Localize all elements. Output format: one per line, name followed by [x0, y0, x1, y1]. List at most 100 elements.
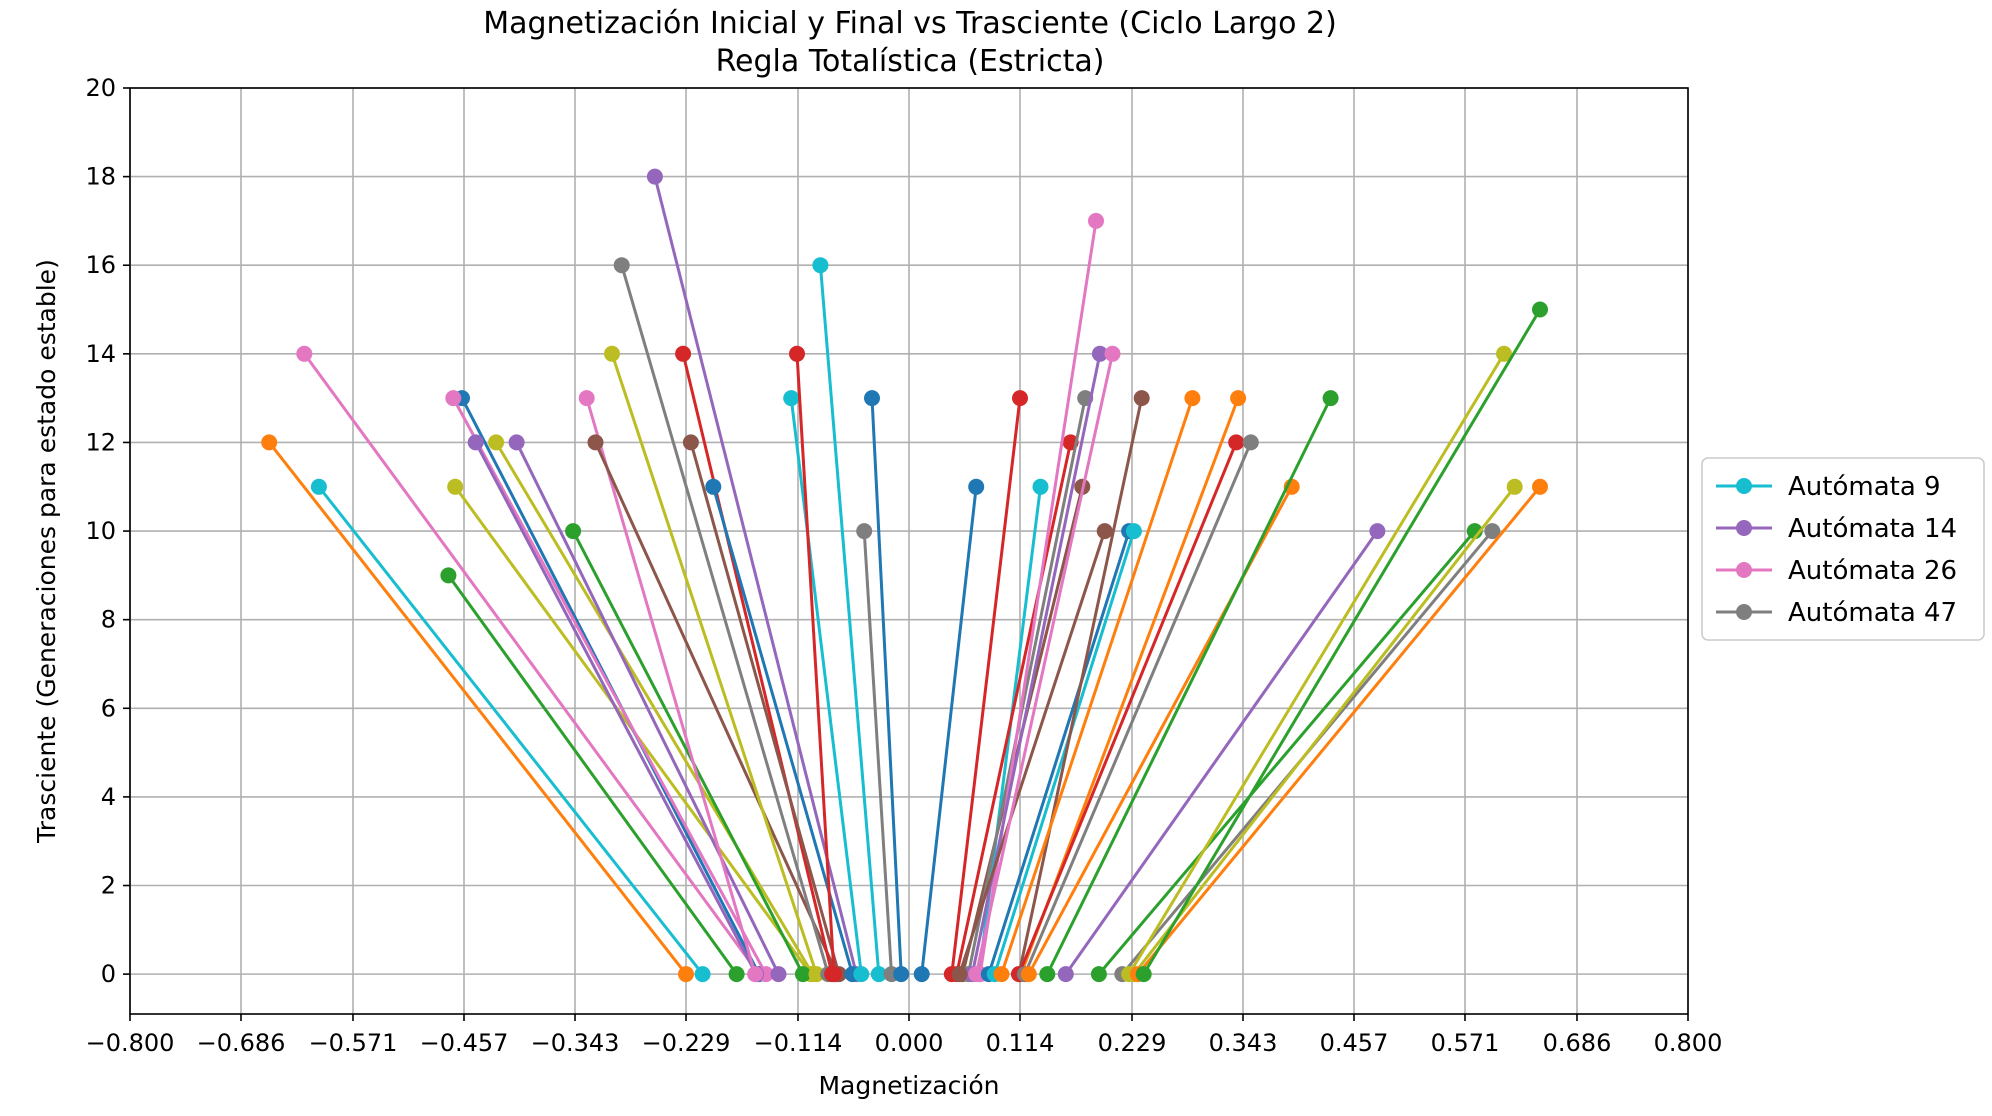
- series-line: [1000, 397, 1194, 975]
- series-line: [955, 442, 1073, 975]
- series-line: [451, 397, 768, 975]
- y-tick-label: 20: [85, 74, 116, 102]
- series-line: [571, 530, 805, 975]
- legend-marker: [1736, 478, 1752, 494]
- x-axis-label: Magnetización: [818, 1071, 999, 1100]
- series-line: [303, 352, 761, 975]
- x-tick-label: 0.571: [1431, 1029, 1500, 1057]
- data-point: [808, 966, 825, 983]
- legend-marker: [1736, 562, 1752, 578]
- data-point: [870, 966, 887, 983]
- series-line: [268, 441, 688, 976]
- series-line: [987, 530, 1131, 975]
- data-point: [1020, 966, 1037, 983]
- data-point: [856, 523, 873, 540]
- x-tick-label: 0.000: [875, 1029, 944, 1057]
- series-line: [818, 265, 881, 975]
- series-line: [795, 353, 836, 975]
- series-line: [1142, 308, 1542, 975]
- data-point: [783, 390, 800, 407]
- chart-subtitle: Regla Totalística (Estricta): [716, 44, 1105, 79]
- data-point: [770, 966, 787, 983]
- data-point: [705, 478, 722, 495]
- y-axis-label: Trasciente (Generaciones para estado est…: [32, 259, 61, 844]
- data-point: [440, 567, 457, 584]
- data-point: [1484, 523, 1501, 540]
- legend-item: Autómata 26: [1716, 556, 1957, 586]
- data-point: [1242, 434, 1259, 451]
- series: [812, 257, 887, 983]
- data-point: [467, 434, 484, 451]
- series-line: [1017, 397, 1144, 975]
- data-point: [1125, 523, 1142, 540]
- series: [1039, 390, 1339, 983]
- data-point: [1322, 390, 1339, 407]
- y-tick-label: 6: [101, 694, 116, 722]
- data-point: [296, 345, 313, 362]
- data-point: [678, 966, 694, 983]
- y-tick-label: 4: [101, 783, 116, 811]
- series-line: [958, 530, 1107, 975]
- series-line: [1097, 530, 1476, 976]
- x-tick-label: −0.114: [754, 1029, 843, 1057]
- series-line: [494, 441, 814, 975]
- series-line: [474, 441, 758, 975]
- chart-title: Magnetización Inicial y Final vs Trascie…: [483, 6, 1337, 41]
- x-tick-label: 0.229: [1098, 1029, 1167, 1057]
- x-tick-label: −0.229: [642, 1029, 731, 1057]
- x-tick-label: −0.800: [86, 1029, 175, 1057]
- series-line: [993, 530, 1136, 975]
- x-tick-label: 0.800: [1654, 1029, 1723, 1057]
- series-line: [689, 441, 841, 975]
- series: [1057, 523, 1386, 983]
- x-tick-label: −0.686: [197, 1029, 286, 1057]
- series-line: [1045, 397, 1332, 975]
- series-line: [1136, 485, 1542, 976]
- y-tick-label: 0: [101, 960, 116, 988]
- x-tick-label: −0.343: [531, 1029, 620, 1057]
- series: [565, 523, 811, 983]
- data-point: [1091, 345, 1108, 362]
- series-line: [610, 353, 818, 975]
- legend-label: Autómata 26: [1788, 556, 1957, 586]
- y-tick-label: 12: [85, 428, 116, 456]
- series: [1135, 301, 1548, 983]
- y-tick-label: 16: [85, 251, 116, 279]
- data-point: [893, 966, 910, 983]
- data-point: [310, 478, 327, 495]
- series-line: [966, 397, 1087, 975]
- data-point: [261, 434, 278, 451]
- series-line: [870, 398, 903, 975]
- series-line: [585, 397, 757, 975]
- data-point: [1096, 523, 1113, 540]
- legend-box: [1701, 457, 1985, 641]
- data-point: [1184, 390, 1201, 407]
- series: [261, 434, 694, 983]
- data-point: [826, 966, 842, 983]
- y-tick-label: 18: [85, 163, 116, 191]
- legend-label: Autómata 14: [1788, 514, 1957, 544]
- series: [913, 478, 985, 983]
- legend-item: Autómata 9: [1716, 472, 1941, 502]
- data-point: [565, 523, 582, 540]
- y-tick-label: 8: [101, 606, 116, 634]
- data-point: [646, 168, 663, 185]
- legend-label: Autómata 47: [1788, 598, 1957, 628]
- data-point: [968, 478, 985, 495]
- data-point: [1104, 345, 1121, 362]
- legend-marker: [1736, 604, 1752, 620]
- data-point: [951, 966, 968, 983]
- legend-item: Autómata 47: [1716, 598, 1957, 628]
- data-point: [587, 434, 604, 451]
- data-point: [1057, 966, 1074, 983]
- data-point: [864, 390, 880, 407]
- series-line: [1127, 353, 1506, 975]
- series-line: [317, 485, 704, 976]
- series-line: [1023, 441, 1253, 975]
- series: [783, 390, 870, 983]
- series-line: [594, 441, 839, 975]
- series-line: [620, 264, 830, 975]
- x-tick-label: 0.457: [1320, 1029, 1389, 1057]
